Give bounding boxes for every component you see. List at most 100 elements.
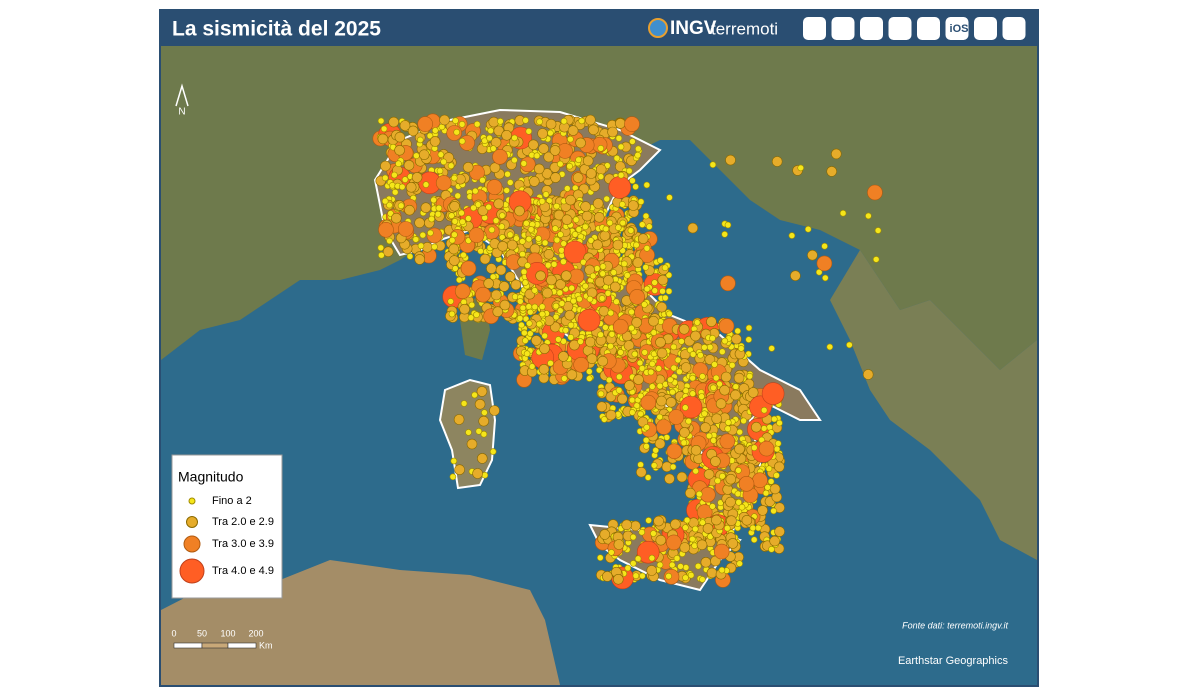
map [161, 46, 1037, 685]
social-icon[interactable] [945, 17, 969, 40]
event-dot [631, 350, 639, 358]
event-dot [397, 221, 414, 237]
event-dot [498, 212, 506, 219]
event-dot [486, 263, 497, 274]
event-dot [679, 427, 690, 438]
event-dot [485, 203, 492, 211]
north-label: N [178, 107, 185, 118]
event-dot [718, 318, 735, 334]
event-dot [698, 393, 705, 400]
event-dot [657, 274, 669, 286]
event-dot [378, 251, 385, 259]
event-dot [578, 117, 586, 125]
event-dot [499, 299, 511, 311]
event-dot [595, 366, 603, 374]
legend-item: Fino a 2 [212, 495, 252, 507]
event-dot [754, 524, 762, 532]
scale-unit: Km [259, 640, 273, 650]
event-dot [453, 128, 461, 136]
event-dot [839, 209, 847, 217]
event-dot [642, 212, 650, 220]
event-dot [565, 194, 576, 206]
event-dot [642, 263, 650, 271]
event-dot [448, 236, 456, 244]
social-icon[interactable] [803, 17, 826, 40]
event-dot [645, 517, 652, 524]
event-dot [617, 349, 624, 356]
event-dot [488, 226, 496, 234]
social-icon[interactable] [888, 17, 912, 40]
scale-bar [173, 642, 257, 649]
event-dot [629, 177, 636, 184]
ios-label[interactable]: iOS [950, 23, 969, 35]
event-dot [435, 204, 443, 212]
event-dot [733, 372, 745, 384]
legend-item: Tra 2.0 e 2.9 [212, 516, 274, 528]
event-dot [510, 279, 522, 291]
scale-label: 200 [248, 628, 263, 638]
event-dot [706, 567, 718, 579]
event-dot [770, 415, 778, 423]
event-dot [537, 128, 548, 139]
social-icon[interactable] [831, 17, 855, 40]
event-dot [643, 245, 651, 252]
event-dot [593, 212, 605, 223]
event-dot [690, 330, 701, 342]
event-dot [736, 428, 744, 436]
event-dot [523, 350, 531, 358]
event-dot [585, 168, 597, 179]
event-dot [682, 564, 690, 571]
event-dot [581, 210, 593, 222]
event-dot [709, 334, 716, 342]
event-dot [723, 524, 731, 532]
event-dot [576, 295, 583, 303]
event-dot [627, 227, 635, 234]
event-dot [867, 184, 883, 201]
event-dot [602, 225, 610, 233]
event-dot [676, 471, 688, 483]
event-dot [493, 125, 505, 137]
event-dot [636, 359, 644, 367]
event-dot [797, 164, 805, 172]
event-dot [560, 270, 572, 282]
social-icon[interactable] [974, 17, 997, 40]
event-dot [628, 308, 635, 316]
social-icon[interactable] [917, 17, 940, 40]
event-dot [710, 437, 717, 444]
event-dot [734, 490, 742, 498]
event-dot [516, 298, 524, 305]
event-dot [460, 251, 467, 259]
event-dot [624, 116, 640, 132]
event-dot [703, 468, 715, 480]
social-icon[interactable] [860, 17, 883, 40]
event-dot [629, 138, 636, 145]
event-dot [607, 342, 614, 350]
event-dot [724, 425, 732, 433]
event-dot [553, 202, 560, 210]
event-dot [560, 117, 568, 125]
event-dot [377, 117, 385, 125]
event-dot [538, 303, 546, 311]
event-dot [738, 503, 746, 511]
event-dot [698, 576, 706, 583]
event-dot [448, 310, 456, 318]
event-dot [497, 118, 504, 125]
event-dot [670, 364, 678, 372]
event-dot [584, 264, 595, 276]
social-icon[interactable] [1002, 17, 1026, 40]
event-dot [740, 417, 747, 425]
legend-title: Magnitudo [178, 469, 244, 485]
event-dot [439, 114, 450, 126]
event-dot [399, 120, 411, 131]
event-dot [613, 539, 625, 550]
event-dot [737, 345, 745, 352]
event-dot [790, 270, 801, 282]
event-dot [668, 409, 685, 425]
event-dot [665, 396, 677, 408]
event-dot [641, 301, 648, 308]
event-dot [483, 278, 495, 289]
brand: INGV [670, 18, 717, 39]
event-dot [465, 215, 472, 222]
event-dot [629, 533, 637, 541]
